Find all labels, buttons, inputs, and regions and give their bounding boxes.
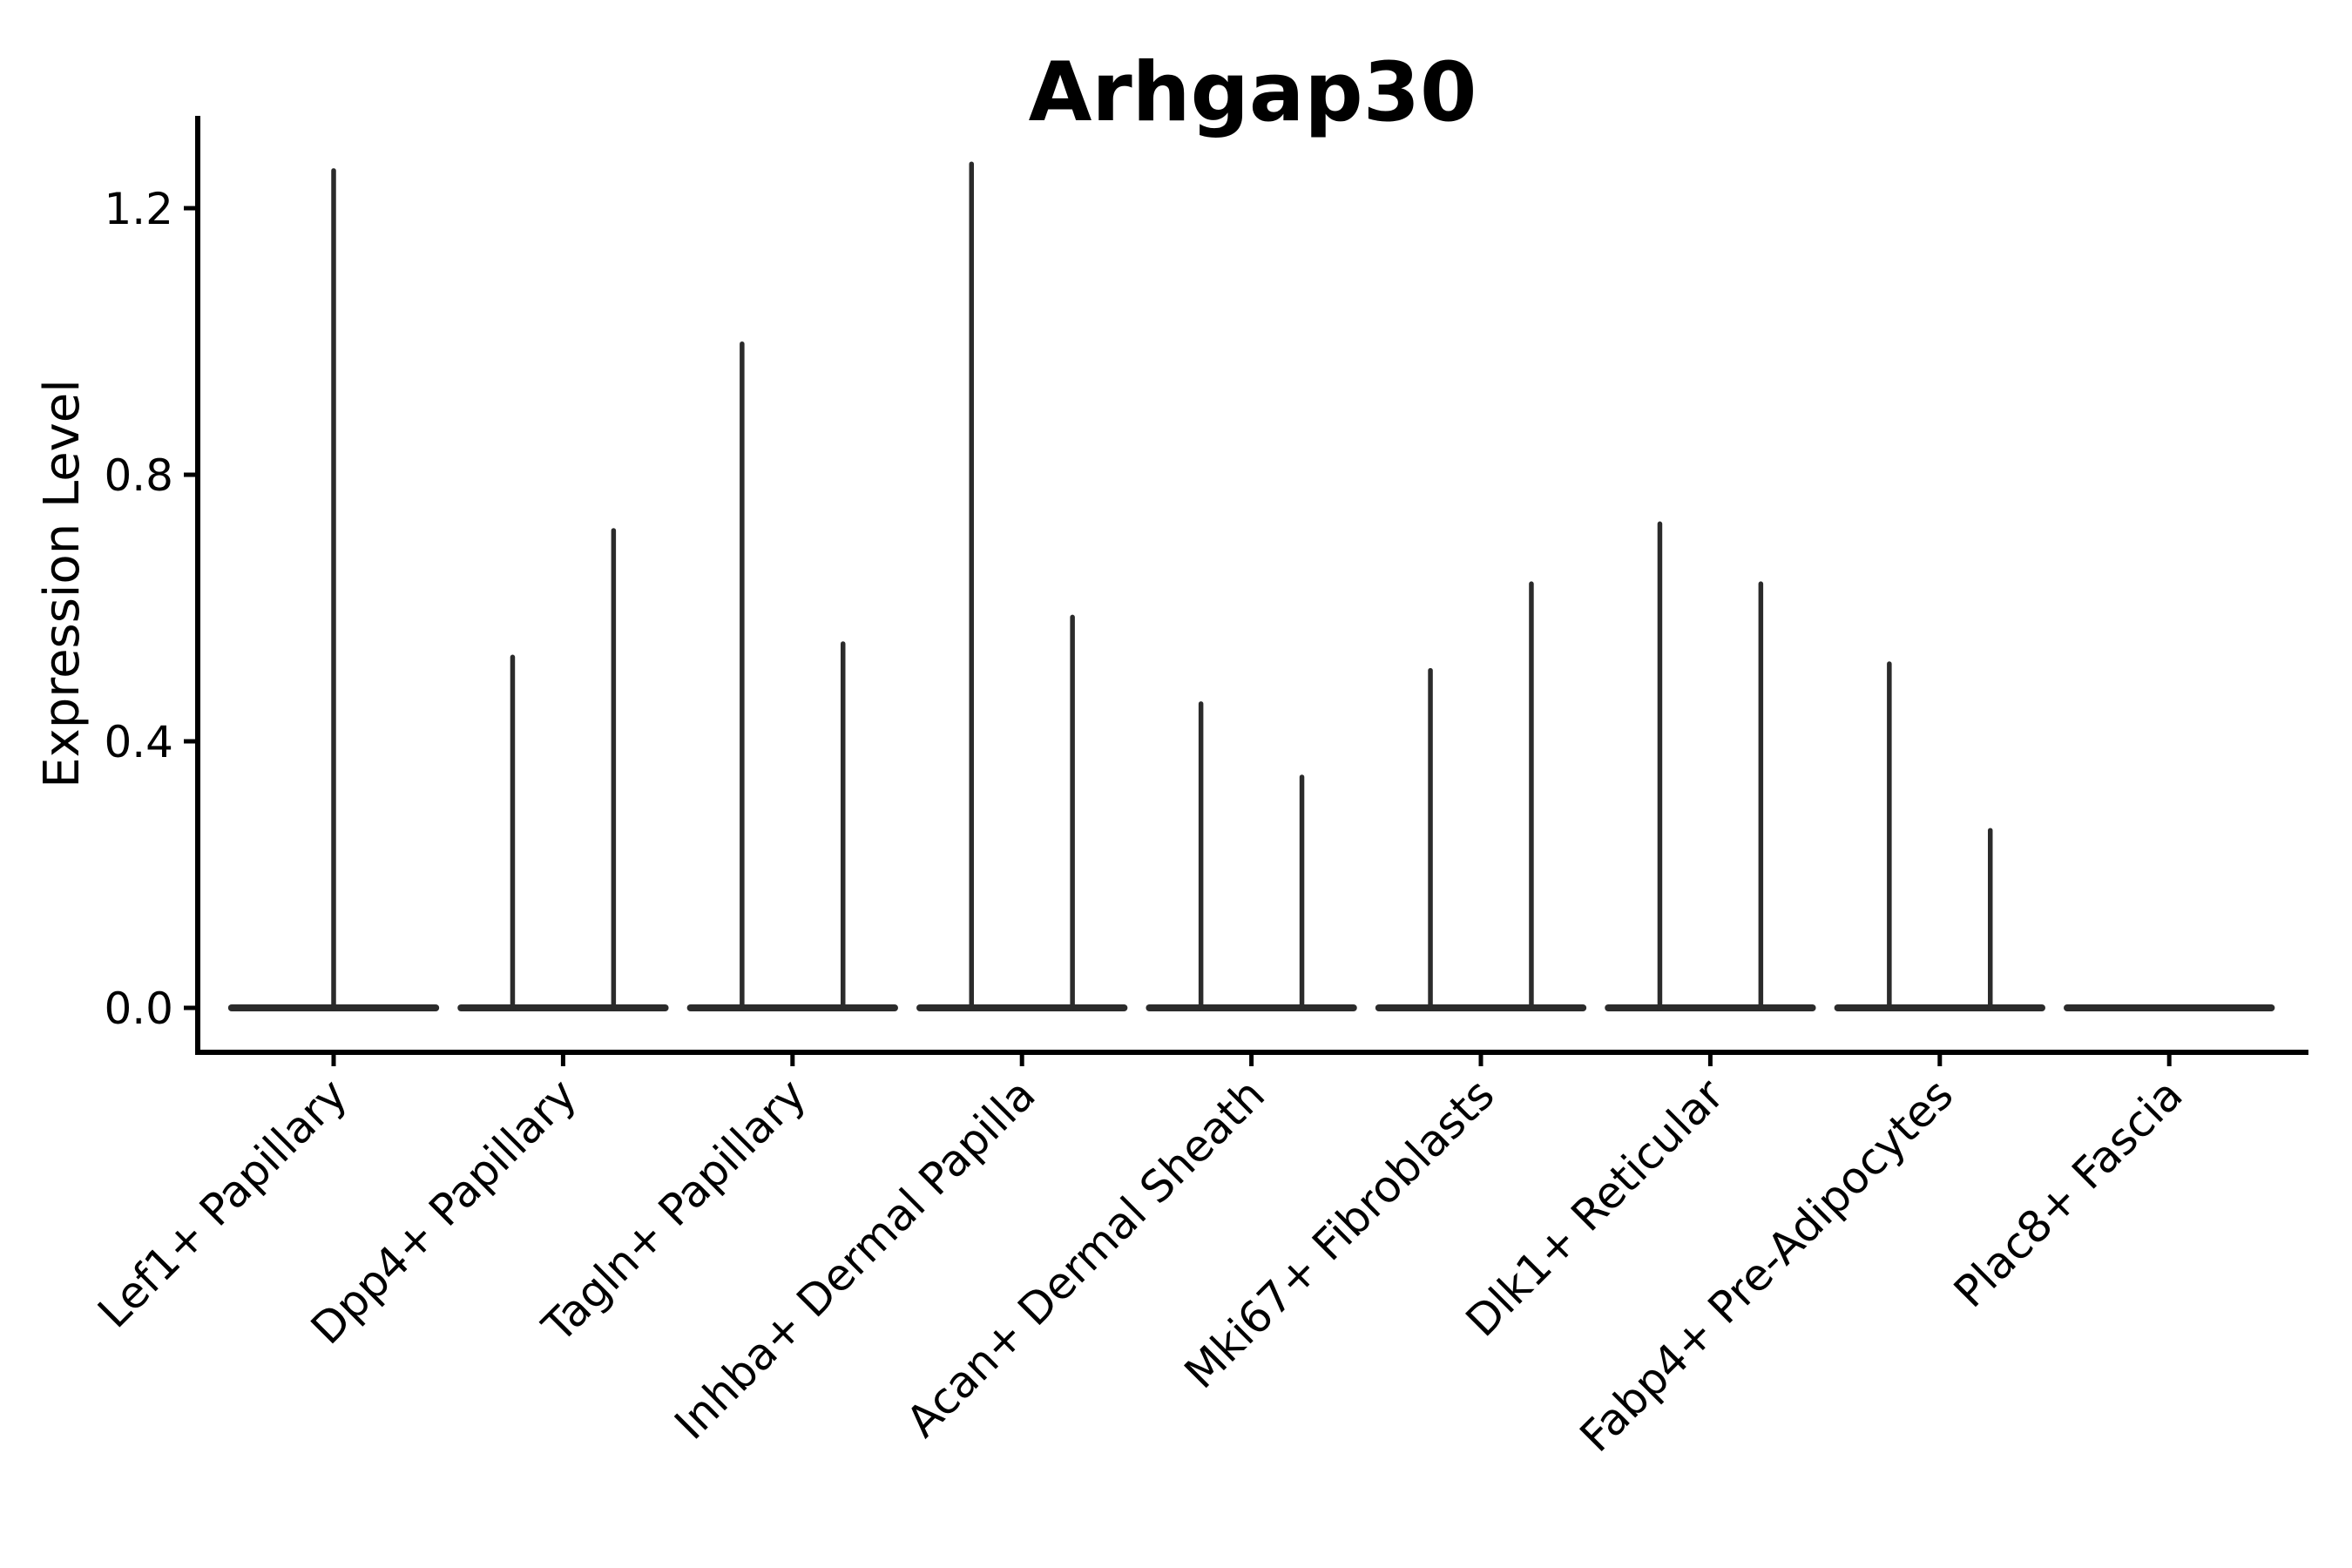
- x-tick-label: Fabp4+ Pre-Adipocytes: [1571, 1069, 1963, 1462]
- violin-spike: [331, 168, 336, 1012]
- violin-spike: [969, 161, 975, 1011]
- violin-base: [2064, 1004, 2275, 1011]
- y-axis-label: Expression Level: [34, 379, 91, 788]
- violin-base: [457, 1004, 669, 1011]
- violin-spike: [1657, 521, 1663, 1011]
- violin-group: [457, 528, 669, 1011]
- violin-spike: [1428, 667, 1433, 1011]
- violin-spike: [1887, 661, 1892, 1011]
- violin-spike: [1299, 774, 1305, 1011]
- violin-spike: [1198, 701, 1204, 1011]
- violin-group: [1605, 521, 1816, 1011]
- violin-base: [1605, 1004, 1816, 1011]
- violin-base: [1834, 1004, 2045, 1011]
- violin-spike: [1070, 614, 1075, 1011]
- violins: [227, 161, 2275, 1012]
- violin-group: [1146, 701, 1357, 1011]
- violin-group: [2064, 1004, 2275, 1011]
- violin-group: [686, 341, 898, 1011]
- violin-spike: [840, 641, 846, 1011]
- violin-spike: [510, 654, 516, 1011]
- x-tick-label: Plac8+ Fascia: [1944, 1069, 2193, 1317]
- violin-base: [686, 1004, 898, 1011]
- violin-base: [1375, 1004, 1587, 1011]
- violin-spike: [740, 341, 745, 1011]
- violin-spike: [1529, 581, 1534, 1011]
- y-tick-label: 0.4: [104, 717, 173, 767]
- plot-title: Arhgap30: [1029, 45, 1477, 140]
- violin-base: [1146, 1004, 1357, 1011]
- violin-group: [916, 161, 1128, 1011]
- violin-spike: [1758, 581, 1764, 1011]
- violin-group: [1375, 581, 1587, 1011]
- violin-spike: [611, 528, 617, 1011]
- violin-group: [227, 168, 440, 1012]
- y-tick-label: 0.0: [104, 983, 173, 1034]
- y-tick-label: 1.2: [104, 184, 173, 234]
- violin-spike: [1987, 828, 1993, 1011]
- violin-group: [1834, 661, 2045, 1011]
- x-tick-label: Lef1+ Papillary: [88, 1069, 356, 1337]
- violin-base: [916, 1004, 1128, 1011]
- y-tick-label: 0.8: [104, 450, 173, 501]
